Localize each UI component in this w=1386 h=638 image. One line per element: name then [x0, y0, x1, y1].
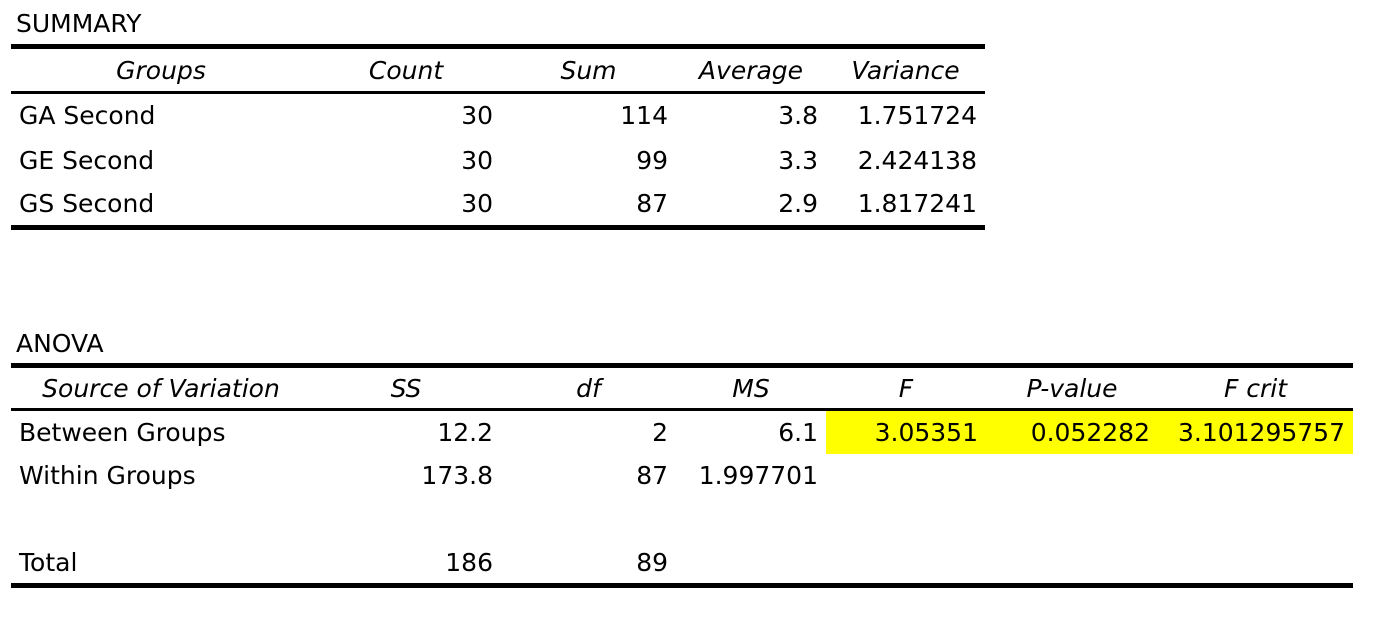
anova-cell-df: 87: [636, 461, 668, 490]
anova-cell-p-value: [986, 498, 1158, 542]
anova-header-source: Source of Variation: [42, 373, 280, 403]
summary-header-count: Count: [368, 55, 444, 85]
summary-cell-average: 3.3: [778, 145, 818, 175]
summary-cell-variance: 1.751724: [857, 101, 977, 131]
summary-cell-sum: 87: [636, 189, 668, 219]
summary-header-average: Average: [698, 55, 804, 85]
anova-cell-f: [826, 542, 986, 586]
anova-cell-ss: 12.2: [437, 417, 493, 447]
summary-cell-variance: 2.424138: [857, 145, 977, 175]
anova-cell-df: 2: [652, 417, 668, 447]
summary-section-label: SUMMARY: [16, 9, 142, 38]
summary-header-row: Groups Count Sum Average Variance: [11, 47, 985, 93]
anova-header-f: F: [898, 373, 914, 403]
anova-cell-f: 3.05351: [826, 409, 986, 454]
anova-cell-p-value: 0.052282: [986, 409, 1158, 454]
anova-cell-ms: 1.997701: [698, 461, 818, 490]
anova-cell-source: [11, 498, 311, 542]
anova-section-label: ANOVA: [16, 329, 104, 358]
anova-header-row: Source of Variation SS df MS F P-value F…: [11, 366, 1353, 410]
anova-cell-source: Within Groups: [19, 461, 196, 490]
anova-cell-f: [826, 498, 986, 542]
anova-row-between-groups: Between Groups 12.2 2 6.1 3.05351 0.0522…: [11, 409, 1353, 454]
anova-cell-f-crit: 3.101295757: [1158, 409, 1353, 454]
anova-cell-df: [501, 498, 676, 542]
anova-header-p-value: P-value: [1026, 373, 1118, 403]
anova-cell-p-value: [986, 542, 1158, 586]
anova-cell-f-crit: [1158, 498, 1353, 542]
summary-cell-group: GS Second: [19, 189, 155, 219]
anova-cell-ms: 6.1: [778, 417, 818, 447]
summary-cell-count: 30: [461, 189, 493, 219]
summary-header-sum: Sum: [560, 55, 617, 85]
summary-row: GE Second 30 99 3.3 2.424138: [11, 138, 985, 183]
anova-cell-f-crit: [1158, 454, 1353, 498]
anova-header-ms: MS: [732, 373, 770, 403]
anova-row-blank: [11, 498, 1353, 542]
anova-cell-source: Total: [19, 547, 78, 577]
anova-header-ss: SS: [390, 373, 422, 403]
anova-cell-ss: 173.8: [421, 461, 493, 490]
anova-cell-f: [826, 454, 986, 498]
anova-cell-ss: 186: [445, 547, 493, 577]
anova-row-within-groups: Within Groups 173.8 87 1.997701: [11, 454, 1353, 498]
anova-cell-df: 89: [636, 547, 668, 577]
summary-cell-sum: 99: [636, 145, 668, 175]
summary-cell-variance: 1.817241: [857, 189, 977, 219]
anova-cell-f-crit: [1158, 542, 1353, 586]
anova-cell-source: Between Groups: [19, 417, 226, 447]
anova-header-df: df: [576, 373, 601, 403]
anova-cell-ms: [676, 498, 826, 542]
summary-row: GA Second 30 114 3.8 1.751724: [11, 93, 985, 138]
summary-header-groups: Groups: [116, 55, 206, 85]
anova-cell-ms: [676, 542, 826, 586]
summary-table: Groups Count Sum Average Variance GA Sec…: [11, 44, 985, 230]
summary-cell-average: 2.9: [778, 189, 818, 219]
summary-cell-group: GE Second: [19, 145, 155, 175]
summary-cell-count: 30: [461, 101, 493, 131]
anova-cell-ss: [311, 498, 501, 542]
summary-cell-group: GA Second: [19, 101, 156, 131]
anova-header-f-crit: F crit: [1223, 373, 1288, 403]
summary-row: GS Second 30 87 2.9 1.817241: [11, 183, 985, 228]
summary-cell-sum: 114: [620, 101, 668, 131]
summary-cell-average: 3.8: [778, 101, 818, 131]
anova-table: Source of Variation SS df MS F P-value F…: [11, 363, 1353, 588]
anova-row-total: Total 186 89: [11, 542, 1353, 586]
summary-cell-count: 30: [461, 145, 493, 175]
anova-cell-p-value: [986, 454, 1158, 498]
summary-header-variance: Variance: [851, 55, 960, 85]
